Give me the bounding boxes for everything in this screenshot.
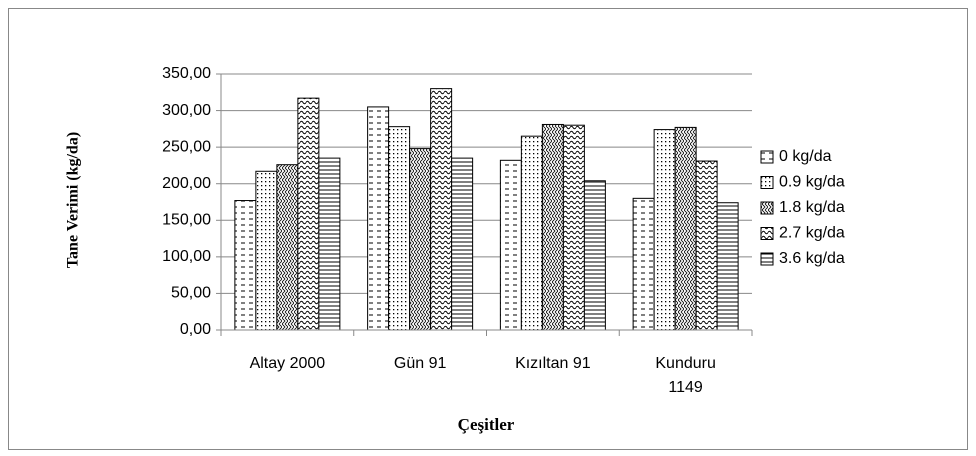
y-tick-label: 200,00 <box>162 175 211 192</box>
legend-swatch <box>760 227 774 240</box>
chart-border <box>8 8 968 450</box>
y-tick-label: 100,00 <box>162 248 211 265</box>
bar <box>409 148 432 331</box>
y-tick-label: 0,00 <box>180 321 211 338</box>
bar <box>520 135 543 331</box>
bar <box>234 200 257 331</box>
bar <box>255 170 278 331</box>
legend-label: 2.7 kg/da <box>779 225 845 242</box>
y-tick-label: 50,00 <box>171 285 211 302</box>
bar <box>653 129 676 331</box>
x-axis-title: Çeşitler <box>458 415 515 434</box>
bar <box>388 126 411 331</box>
legend-label: 3.6 kg/da <box>779 250 845 267</box>
legend-swatch <box>760 201 774 215</box>
bar <box>297 97 320 331</box>
bar <box>276 164 299 331</box>
x-tick-label: Kızıltan 91 <box>515 355 591 372</box>
bar <box>367 106 390 331</box>
legend-swatch <box>760 252 774 266</box>
bar <box>583 180 606 331</box>
legend-swatch <box>760 176 774 189</box>
bar <box>632 197 655 331</box>
legend-swatch <box>760 150 774 164</box>
y-tick-label: 150,00 <box>162 212 211 229</box>
y-tick-label: 300,00 <box>162 102 211 119</box>
bar <box>541 123 564 331</box>
y-tick-label: 250,00 <box>162 138 211 155</box>
legend-label: 1.8 kg/da <box>779 199 845 216</box>
bar <box>499 159 522 331</box>
y-tick-label: 350,00 <box>162 65 211 82</box>
x-tick-label: Altay 2000 <box>249 355 326 372</box>
bar <box>674 126 697 331</box>
x-tick-label: Gün 91 <box>393 355 447 372</box>
bar <box>451 157 474 331</box>
bar <box>562 124 585 331</box>
bar <box>430 88 453 331</box>
bar <box>695 160 718 331</box>
legend-label: 0.9 kg/da <box>779 174 845 191</box>
legend-label: 0 kg/da <box>779 148 832 165</box>
y-axis-title: Tane Verimi (kg/da) <box>65 132 82 268</box>
bar <box>716 202 739 331</box>
x-tick-label: Kunduru 1149 <box>655 355 716 396</box>
bar <box>318 157 341 331</box>
